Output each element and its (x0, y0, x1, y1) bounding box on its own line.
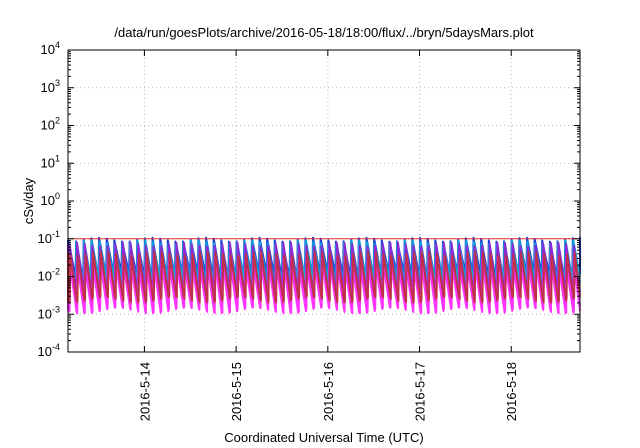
y-tick-label: 101 (41, 153, 60, 170)
x-tick-label: 2016-5-15 (229, 362, 244, 421)
y-tick-label: 10-1 (38, 229, 60, 246)
y-tick-base: 10 (41, 80, 55, 95)
y-tick-base: 10 (38, 344, 52, 359)
y-tick-exponent: -3 (52, 304, 60, 314)
y-tick-base: 10 (41, 193, 55, 208)
y-tick-exponent: 4 (55, 40, 60, 50)
y-tick-label: 100 (41, 191, 60, 208)
y-tick-exponent: 0 (55, 191, 60, 201)
chart-title: /data/run/goesPlots/archive/2016-05-18/1… (114, 25, 534, 40)
y-tick-exponent: -1 (52, 229, 60, 239)
y-tick-exponent: -2 (52, 267, 60, 277)
axes: 10-410-310-210-11001011021031042016-5-14… (38, 40, 580, 421)
series-group (67, 236, 581, 315)
y-tick-label: 102 (41, 116, 60, 133)
y-tick-exponent: -4 (52, 342, 60, 352)
y-tick-label: 104 (41, 40, 60, 57)
x-tick-label: 2016-5-16 (321, 362, 336, 421)
x-tick-label: 2016-5-18 (504, 362, 519, 421)
y-tick-base: 10 (38, 231, 52, 246)
y-tick-label: 10-3 (38, 304, 60, 321)
y-tick-label: 10-2 (38, 267, 60, 284)
y-axis-label: cSv/day (21, 177, 36, 224)
y-tick-exponent: 2 (55, 116, 60, 126)
y-tick-base: 10 (41, 42, 55, 57)
y-tick-base: 10 (41, 155, 55, 170)
x-axis-label: Coordinated Universal Time (UTC) (224, 430, 423, 445)
x-tick-label: 2016-5-14 (137, 362, 152, 421)
y-tick-exponent: 1 (55, 153, 60, 163)
y-tick-label: 103 (41, 78, 60, 95)
y-tick-base: 10 (41, 118, 55, 133)
y-tick-base: 10 (38, 306, 52, 321)
y-tick-label: 10-4 (38, 342, 60, 359)
series-line (67, 250, 581, 304)
x-tick-label: 2016-5-17 (413, 362, 428, 421)
y-tick-exponent: 3 (55, 78, 60, 88)
y-tick-base: 10 (38, 269, 52, 284)
